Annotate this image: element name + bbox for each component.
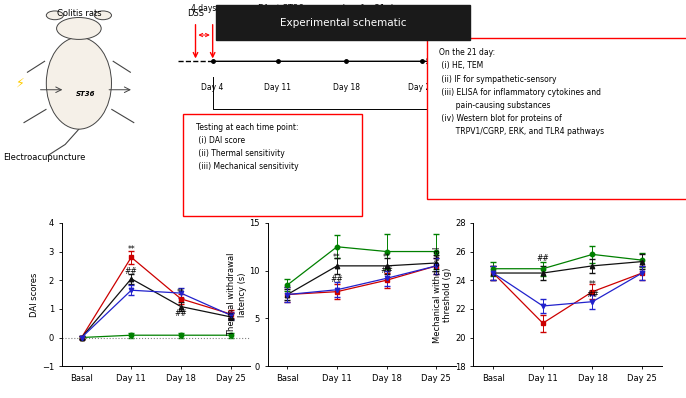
Text: 4 days: 4 days (191, 4, 217, 13)
Text: ##: ## (536, 254, 549, 263)
Text: **: ** (177, 287, 185, 297)
Text: **: ** (333, 253, 341, 262)
Text: Day 11: Day 11 (264, 83, 292, 92)
Text: ##: ## (125, 267, 138, 277)
FancyBboxPatch shape (216, 6, 470, 41)
Text: ##: ## (380, 266, 393, 275)
Text: ⚡: ⚡ (16, 77, 25, 90)
Text: Day 18: Day 18 (333, 83, 360, 92)
Text: **: ** (589, 280, 596, 289)
Text: On the 21 day:
 (i) HE, TEM
 (ii) IF for sympathetic-sensory
 (iii) ELISA for in: On the 21 day: (i) HE, TEM (ii) IF for s… (439, 48, 604, 137)
Y-axis label: DAI scores: DAI scores (30, 272, 39, 317)
Y-axis label: Thermal withdrawal
latency (s): Thermal withdrawal latency (s) (227, 253, 247, 336)
Text: (a): (a) (336, 225, 350, 236)
Text: ST36: ST36 (76, 91, 95, 97)
Text: Experimental schematic: Experimental schematic (280, 18, 406, 28)
Text: Testing at each time point:
 (i) DAI score
 (ii) Thermal sensitivity
 (iii) Mech: Testing at each time point: (i) DAI scor… (196, 123, 298, 171)
Ellipse shape (47, 37, 111, 129)
Text: **: ** (383, 253, 390, 262)
Text: EA at ST36, once a day, for 21 days: EA at ST36, once a day, for 21 days (258, 4, 407, 13)
Text: ##: ## (331, 275, 344, 285)
Ellipse shape (56, 18, 102, 39)
Text: ##: ## (174, 309, 187, 318)
Ellipse shape (95, 11, 112, 20)
Y-axis label: Mechanical withdrawal
threshold (g): Mechanical withdrawal threshold (g) (433, 246, 452, 343)
FancyBboxPatch shape (427, 38, 686, 199)
Text: DSS: DSS (187, 8, 204, 18)
Text: Day 25: Day 25 (408, 83, 436, 92)
Text: Electroacupuncture: Electroacupuncture (3, 153, 86, 162)
Text: Day 4: Day 4 (202, 83, 224, 92)
Text: **: ** (128, 244, 135, 254)
FancyBboxPatch shape (183, 114, 362, 216)
Text: Colitis rats: Colitis rats (56, 9, 102, 18)
Text: ##: ## (586, 290, 599, 299)
Ellipse shape (47, 11, 64, 20)
